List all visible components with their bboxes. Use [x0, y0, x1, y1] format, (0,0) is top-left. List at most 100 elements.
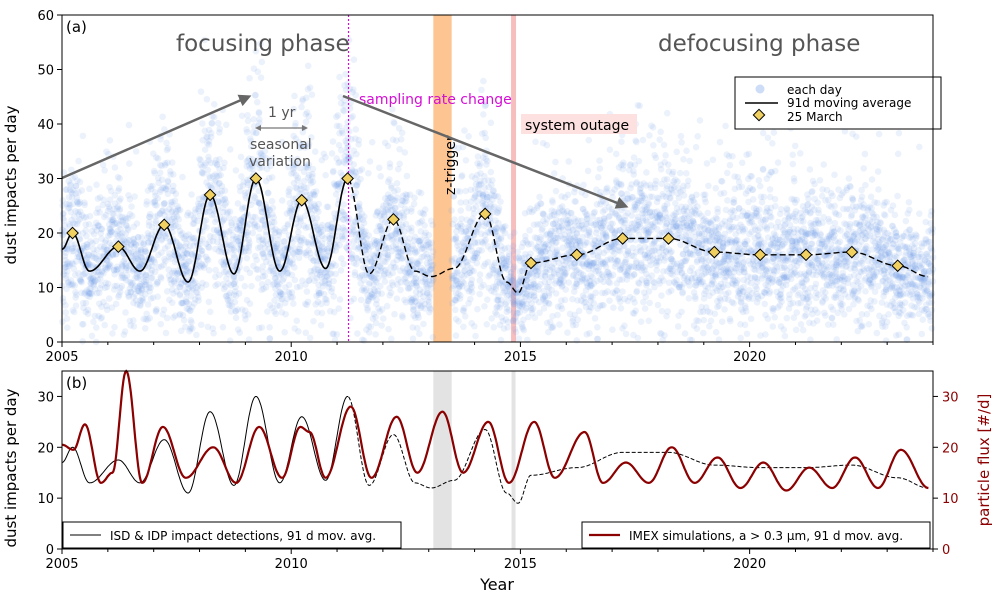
daily-point — [108, 218, 116, 226]
daily-point — [133, 273, 140, 280]
daily-point — [707, 317, 715, 325]
daily-point — [83, 232, 90, 240]
daily-point — [470, 267, 477, 275]
daily-point — [62, 263, 69, 271]
daily-point — [153, 306, 160, 313]
daily-point — [159, 113, 166, 121]
daily-point — [661, 332, 668, 339]
daily-point — [220, 217, 227, 224]
daily-point — [478, 247, 486, 254]
daily-point — [408, 228, 415, 235]
daily-point — [91, 312, 99, 320]
daily-point — [361, 213, 368, 220]
daily-point — [476, 160, 484, 167]
daily-point — [772, 167, 779, 175]
daily-point — [188, 319, 195, 326]
daily-point — [397, 286, 404, 294]
daily-point — [142, 273, 150, 280]
daily-point — [335, 305, 343, 312]
daily-point — [391, 204, 399, 212]
daily-point — [101, 284, 109, 292]
daily-point — [652, 154, 660, 162]
daily-point — [138, 253, 145, 261]
daily-point — [59, 210, 67, 218]
daily-point — [97, 243, 104, 251]
daily-point — [142, 247, 150, 255]
daily-point — [552, 158, 559, 166]
daily-point — [189, 325, 196, 332]
daily-point — [391, 310, 398, 318]
daily-point — [288, 289, 296, 296]
daily-point — [117, 217, 125, 225]
daily-point — [123, 264, 130, 272]
daily-point — [502, 222, 509, 230]
daily-point — [127, 288, 135, 296]
daily-point — [104, 280, 112, 287]
daily-point — [125, 192, 132, 199]
daily-point — [341, 107, 348, 115]
daily-point — [268, 174, 276, 181]
daily-point — [354, 330, 361, 337]
daily-point — [68, 166, 75, 174]
daily-point — [561, 296, 569, 304]
daily-point — [353, 150, 360, 158]
daily-point — [537, 200, 545, 208]
daily-point — [139, 257, 147, 265]
daily-point — [360, 219, 368, 227]
daily-point — [63, 315, 71, 322]
daily-point — [100, 253, 108, 260]
daily-point — [398, 312, 406, 319]
daily-point — [69, 190, 76, 197]
daily-point — [156, 210, 164, 217]
daily-point — [76, 215, 84, 223]
daily-point — [149, 294, 157, 301]
daily-point — [159, 207, 167, 214]
daily-point — [124, 226, 132, 234]
daily-point — [114, 232, 122, 240]
daily-point — [122, 215, 130, 223]
daily-point — [364, 306, 371, 314]
daily-point — [774, 159, 782, 166]
daily-point — [686, 282, 694, 289]
daily-point — [684, 177, 692, 185]
daily-point — [289, 256, 297, 264]
daily-point — [106, 231, 114, 239]
daily-point — [69, 200, 77, 208]
daily-point — [73, 198, 81, 205]
daily-point — [243, 128, 251, 136]
daily-point — [554, 311, 561, 319]
daily-point — [86, 261, 94, 268]
daily-point — [131, 290, 139, 298]
daily-point — [683, 147, 690, 155]
daily-point — [92, 254, 99, 262]
daily-point — [103, 257, 111, 265]
daily-point — [118, 261, 126, 268]
daily-point — [269, 204, 277, 212]
daily-point — [603, 184, 611, 192]
daily-point — [303, 288, 311, 295]
daily-point — [65, 281, 73, 289]
daily-point — [637, 318, 645, 325]
daily-point — [302, 329, 310, 337]
daily-point — [138, 260, 146, 268]
daily-point — [119, 263, 126, 271]
daily-point — [144, 239, 152, 247]
daily-point — [158, 162, 165, 170]
daily-point — [81, 269, 89, 277]
daily-point — [72, 244, 80, 251]
daily-point — [154, 279, 162, 286]
daily-point — [69, 174, 76, 182]
daily-point — [725, 289, 732, 296]
daily-point — [94, 271, 102, 279]
daily-point — [74, 209, 82, 216]
daily-point — [271, 219, 278, 226]
daily-point — [125, 262, 133, 270]
daily-point — [139, 296, 147, 304]
daily-point — [157, 273, 164, 281]
daily-point — [111, 220, 118, 228]
daily-point — [630, 171, 638, 178]
daily-point — [252, 92, 259, 99]
daily-point — [126, 317, 134, 325]
daily-point — [101, 239, 109, 246]
daily-point — [98, 225, 105, 233]
